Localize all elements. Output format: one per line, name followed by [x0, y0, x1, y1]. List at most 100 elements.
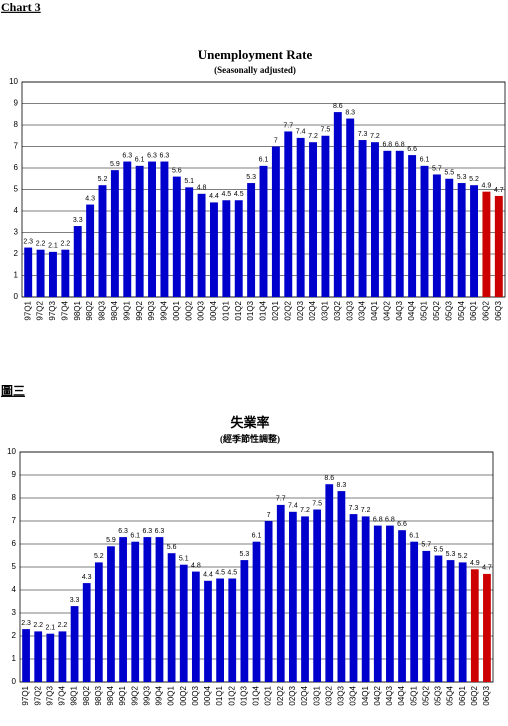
- bar: [358, 140, 367, 297]
- bar: [191, 571, 200, 682]
- x-tick-label: 00Q4: [203, 685, 212, 705]
- x-tick-label: 01Q1: [221, 300, 230, 320]
- x-tick-label: 02Q3: [296, 300, 305, 320]
- bar: [422, 550, 431, 682]
- bar: [107, 546, 115, 682]
- x-tick-label: 01Q4: [252, 685, 261, 705]
- data-label: 5.2: [469, 176, 479, 183]
- data-label: 4.7: [494, 187, 504, 194]
- bar: [247, 183, 256, 297]
- data-label: 3.3: [73, 217, 83, 224]
- y-tick-label: 8: [14, 120, 19, 129]
- bar: [271, 146, 280, 297]
- x-tick-label: 97Q3: [48, 300, 57, 320]
- x-tick-label: 97Q1: [23, 300, 32, 320]
- y-tick-label: 1: [14, 271, 19, 280]
- data-label: 5.7: [432, 165, 442, 172]
- x-tick-label: 99Q3: [147, 300, 156, 320]
- data-label: 7.2: [370, 133, 380, 140]
- bar: [179, 564, 188, 682]
- bar: [483, 573, 491, 682]
- x-tick-label: 06Q1: [458, 685, 467, 705]
- x-tick-label: 00Q3: [191, 685, 200, 705]
- data-label: 7.7: [276, 496, 286, 503]
- data-label: 7.3: [349, 505, 359, 512]
- bar: [494, 195, 503, 297]
- data-label: 5.6: [172, 167, 182, 174]
- bar: [46, 633, 55, 682]
- bar: [346, 118, 355, 297]
- bar: [470, 569, 479, 682]
- data-label: 6.1: [259, 157, 269, 164]
- bar: [82, 583, 91, 682]
- bar: [361, 516, 370, 682]
- x-tick-label: 04Q2: [373, 685, 382, 705]
- data-label: 4.5: [227, 569, 237, 576]
- chart-subtitle: (經季節性調整): [220, 433, 280, 444]
- bar: [94, 562, 103, 682]
- y-tick-label: 6: [14, 163, 19, 172]
- bar: [410, 541, 419, 682]
- x-tick-label: 01Q2: [234, 300, 243, 320]
- data-label: 6.6: [407, 146, 417, 153]
- x-tick-label: 01Q2: [227, 685, 236, 705]
- data-label: 4.9: [482, 182, 492, 189]
- x-tick-label: 02Q1: [264, 685, 273, 705]
- x-tick-label: 05Q1: [409, 685, 418, 705]
- x-tick-label: 03Q4: [358, 300, 367, 320]
- data-label: 7.3: [358, 131, 368, 138]
- bar: [216, 578, 224, 682]
- x-tick-label: 05Q3: [444, 300, 453, 320]
- bar: [289, 511, 297, 682]
- bar: [276, 504, 285, 682]
- bar: [110, 170, 119, 297]
- data-label: 7: [274, 137, 278, 144]
- data-label: 6.3: [155, 528, 165, 535]
- bar: [321, 135, 330, 297]
- bar: [240, 560, 249, 682]
- x-tick-label: 00Q2: [184, 300, 193, 320]
- bar: [370, 142, 379, 297]
- x-tick-label: 01Q4: [259, 300, 268, 320]
- x-tick-label: 98Q1: [73, 300, 82, 320]
- data-label: 5.1: [179, 556, 189, 563]
- bar: [325, 484, 334, 682]
- x-tick-label: 98Q3: [94, 685, 103, 705]
- chart-heading: Chart 3: [1, 0, 41, 14]
- x-tick-label: 06Q1: [469, 300, 478, 320]
- data-label: 5.3: [246, 174, 256, 181]
- x-tick-label: 99Q4: [160, 300, 169, 320]
- y-tick-label: 2: [14, 249, 19, 258]
- y-tick-label: 7: [14, 142, 19, 151]
- bar: [58, 631, 67, 682]
- bar: [432, 174, 441, 297]
- x-tick-label: 03Q3: [337, 685, 346, 705]
- bar: [482, 191, 491, 297]
- bar: [313, 509, 322, 682]
- x-tick-label: 03Q2: [324, 685, 333, 705]
- bar: [34, 631, 43, 682]
- x-tick-label: 05Q2: [432, 300, 441, 320]
- bar: [70, 606, 79, 682]
- y-tick-label: 3: [14, 228, 19, 237]
- bar: [386, 525, 394, 682]
- bar: [167, 553, 176, 682]
- x-tick-label: 04Q4: [407, 300, 416, 320]
- x-tick-label: 00Q1: [167, 685, 176, 705]
- x-tick-label: 97Q4: [58, 685, 67, 705]
- y-tick-label: 4: [12, 585, 17, 594]
- x-tick-label: 05Q2: [421, 685, 430, 705]
- bar: [457, 183, 466, 297]
- x-tick-label: 05Q3: [434, 685, 443, 705]
- x-tick-label: 05Q4: [457, 300, 466, 320]
- bar: [36, 249, 45, 297]
- y-tick-label: 4: [14, 206, 19, 215]
- x-tick-label: 98Q2: [85, 300, 94, 320]
- bar: [228, 578, 237, 682]
- data-label: 7.2: [308, 133, 318, 140]
- chart-subtitle: (Seasonally adjusted): [214, 65, 296, 75]
- x-tick-label: 99Q2: [135, 300, 144, 320]
- data-label: 2.2: [33, 622, 43, 629]
- data-label: 2.1: [48, 243, 58, 250]
- bar: [373, 525, 382, 682]
